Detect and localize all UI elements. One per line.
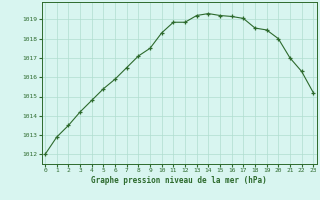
- X-axis label: Graphe pression niveau de la mer (hPa): Graphe pression niveau de la mer (hPa): [91, 176, 267, 185]
